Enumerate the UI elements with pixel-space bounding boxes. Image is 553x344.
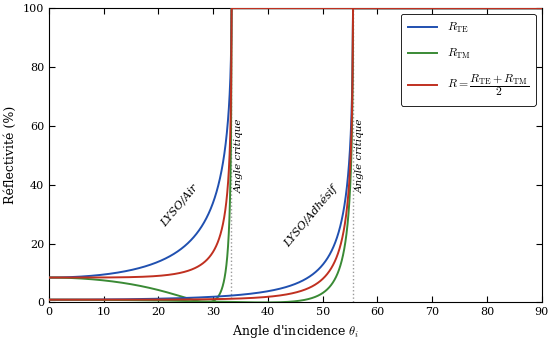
Text: LYSO/Adhésif: LYSO/Adhésif bbox=[281, 183, 340, 248]
Legend: $R_\mathrm{TE}$, $R_\mathrm{TM}$, $R = \dfrac{R_\mathrm{TE} + R_\mathrm{TM}}{2}$: $R_\mathrm{TE}$, $R_\mathrm{TM}$, $R = \… bbox=[400, 14, 536, 106]
Text: LYSO/Air: LYSO/Air bbox=[159, 182, 199, 228]
Text: Angle critique: Angle critique bbox=[356, 118, 365, 193]
X-axis label: Angle d'incidence $\theta_i$: Angle d'incidence $\theta_i$ bbox=[232, 323, 359, 340]
Text: Angle critique: Angle critique bbox=[234, 118, 244, 193]
Y-axis label: Réflectivité (%): Réflectivité (%) bbox=[4, 106, 17, 204]
